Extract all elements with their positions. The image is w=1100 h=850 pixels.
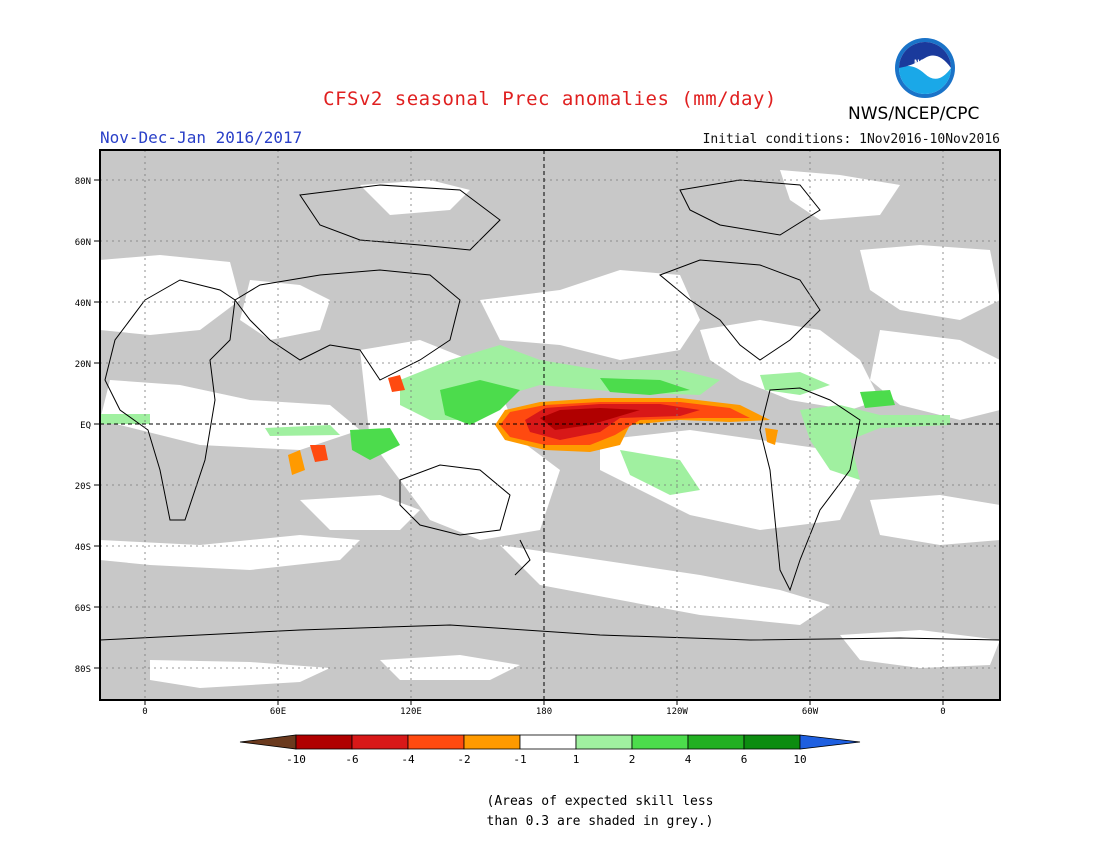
skill-note: (Areas of expected skill less than 0.3 a… [430, 792, 770, 832]
noaa-logo-text: NOAA [914, 59, 936, 69]
skill-note-line: than 0.3 are shaded in grey.) [486, 814, 714, 829]
legend-swatch [687, 734, 745, 750]
agency-label: NWS/NCEP/CPC [848, 104, 980, 124]
map-title: CFSv2 seasonal Prec anomalies (mm/day) [323, 88, 777, 110]
wet-anomalies-strong [350, 378, 895, 460]
legend-label: 2 [629, 753, 636, 766]
legend-label: 4 [685, 753, 692, 766]
legend-label: -6 [345, 753, 358, 766]
lon-label: 120E [400, 707, 422, 717]
legend-swatch [631, 734, 689, 750]
graticule [100, 150, 1000, 700]
lon-ticks [144, 700, 944, 705]
lat-ticks [94, 179, 100, 669]
legend-swatch [295, 734, 353, 750]
legend-end-low [239, 734, 297, 750]
legend-swatch [407, 734, 465, 750]
lon-labels: 0 60E 120E 180 120W 60W 0 [142, 707, 945, 717]
skill-note-line: (Areas of expected skill less [486, 794, 714, 809]
color-legend: -10 -6 -4 -2 -1 1 2 4 6 10 [239, 734, 861, 766]
legend-swatch [575, 734, 633, 750]
lon-label: 120W [666, 707, 688, 717]
map-panel: 80N 60N 40N 20N EQ 20S 40S 60S 80S 0 60E… [75, 149, 1001, 717]
legend-swatch [463, 734, 521, 750]
legend-label: 10 [793, 753, 806, 766]
legend-swatch [351, 734, 409, 750]
lon-label: 0 [142, 707, 147, 717]
legend-label: -4 [401, 753, 415, 766]
noaa-logo: NOAA [895, 38, 955, 98]
legend-swatch [519, 734, 577, 750]
lat-label: 20S [75, 482, 91, 492]
dry-anomalies [288, 375, 778, 475]
forecast-period: Nov-Dec-Jan 2016/2017 [100, 128, 303, 147]
legend-swatch [743, 734, 801, 750]
lat-label: 40N [75, 299, 91, 309]
lat-labels: 80N 60N 40N 20N EQ 20S 40S 60S 80S [75, 177, 91, 675]
lat-label: 20N [75, 360, 91, 370]
lat-label: 40S [75, 543, 91, 553]
lat-label: 80N [75, 177, 91, 187]
legend-label: -2 [457, 753, 470, 766]
legend-end-high [799, 734, 861, 750]
lon-label: 180 [536, 707, 552, 717]
legend-label: -10 [286, 753, 306, 766]
lon-label: 60E [270, 707, 286, 717]
lon-label: 60W [802, 707, 819, 717]
coastlines [99, 179, 1001, 641]
legend-label: 1 [573, 753, 580, 766]
lat-label: 60S [75, 604, 91, 614]
equator-dateline [100, 150, 1000, 700]
lat-label: 60N [75, 238, 91, 248]
lon-label: 0 [940, 707, 945, 717]
initial-conditions: Initial conditions: 1Nov2016-10Nov2016 [702, 132, 1000, 147]
lat-label: EQ [80, 421, 91, 431]
legend-label: -1 [513, 753, 526, 766]
lat-label: 80S [75, 665, 91, 675]
legend-label: 6 [741, 753, 748, 766]
